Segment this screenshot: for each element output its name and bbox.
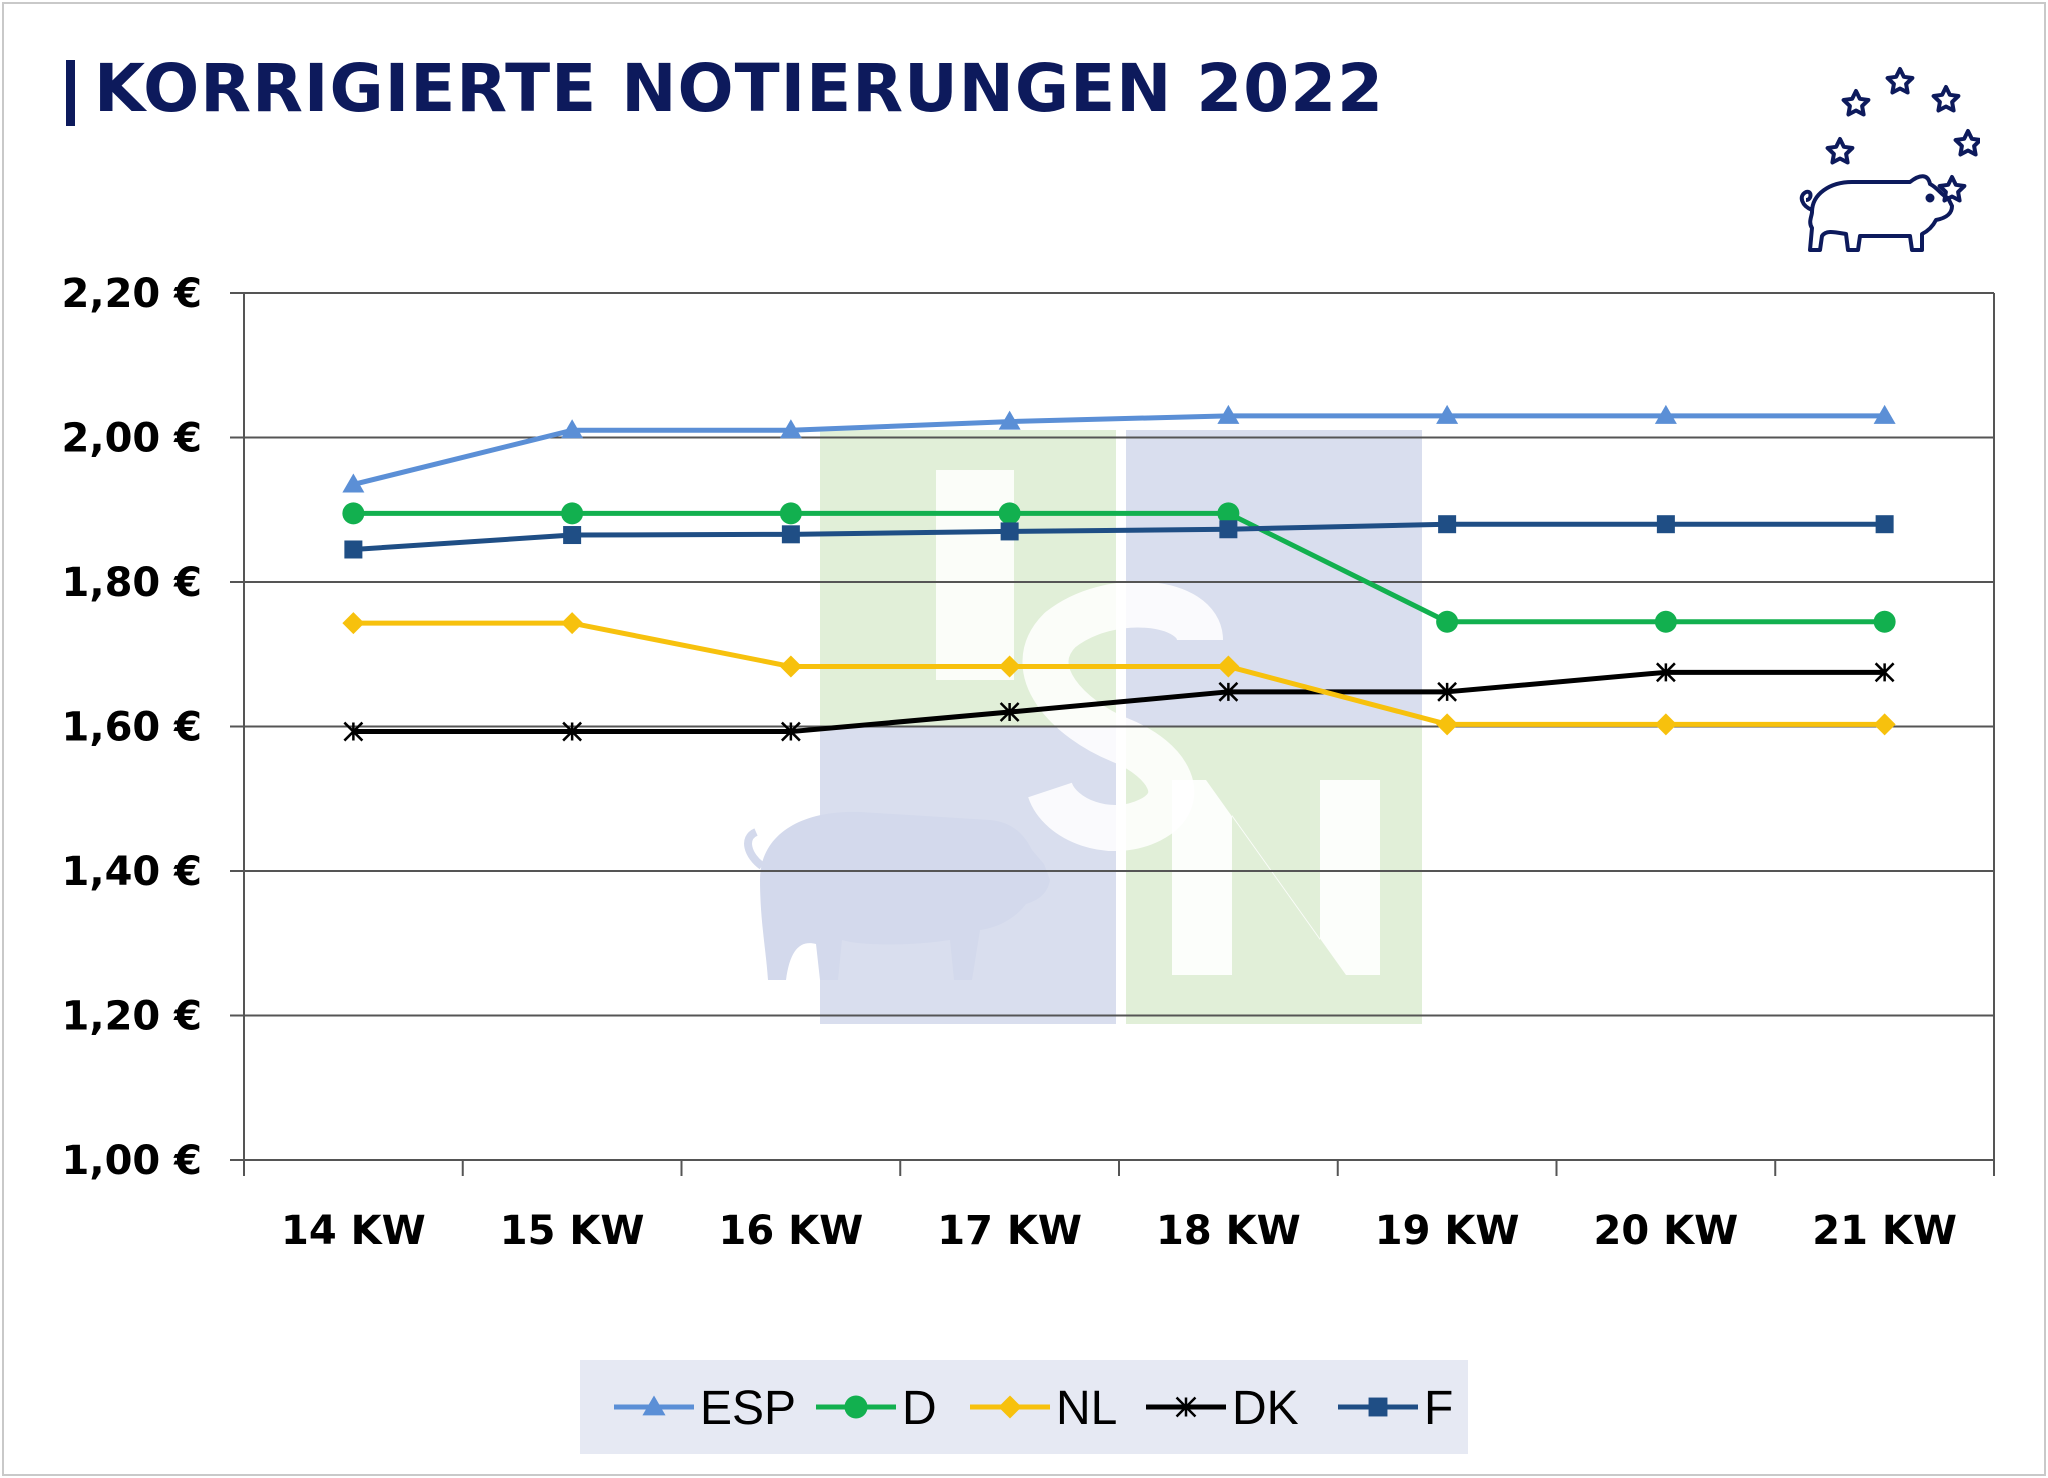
data-point-d xyxy=(1436,610,1459,633)
x-tick-label: 15 KW xyxy=(500,1208,645,1254)
x-tick-label: 18 KW xyxy=(1156,1208,1301,1254)
legend-item-d: D xyxy=(816,1382,937,1435)
data-point-dk xyxy=(1437,681,1458,702)
series-line-d xyxy=(353,510,1885,625)
x-tick-label: 17 KW xyxy=(937,1208,1082,1254)
data-point-d xyxy=(342,502,365,525)
data-point-f xyxy=(781,525,800,544)
star-icon xyxy=(1937,175,1967,203)
pig-with-stars-logo-icon xyxy=(1799,67,1980,252)
data-point-f xyxy=(1219,520,1238,539)
data-point-dk xyxy=(1655,662,1676,683)
data-point-f xyxy=(1875,515,1894,534)
data-point-nl xyxy=(1217,655,1240,678)
y-tick-label: 1,80 € xyxy=(62,560,202,606)
data-point-dk xyxy=(1218,681,1239,702)
y-tick-label: 1,60 € xyxy=(62,705,202,751)
data-point-dk xyxy=(999,702,1020,722)
y-tick-label: 2,00 € xyxy=(62,416,202,462)
data-point-esp xyxy=(1436,404,1459,424)
legend-item-nl: NL xyxy=(970,1382,1117,1435)
data-point-nl xyxy=(561,612,584,635)
legend-marker xyxy=(642,1395,666,1416)
x-tick-label: 14 KW xyxy=(281,1208,426,1254)
x-tick-label: 16 KW xyxy=(719,1208,864,1254)
page-title: KORRIGIERTE NOTIERUNGEN 2022 xyxy=(94,50,1385,127)
chart-legend: ESP D NL DK F xyxy=(580,1360,1468,1454)
data-point-esp xyxy=(342,473,365,493)
data-point-f xyxy=(1656,515,1675,534)
y-tick-label: 2,20 € xyxy=(62,271,202,317)
legend-label: ESP xyxy=(700,1382,796,1435)
star-icon xyxy=(1953,129,1980,157)
data-point-esp xyxy=(779,419,802,439)
data-point-nl xyxy=(779,655,802,678)
data-point-d xyxy=(561,502,584,525)
data-point-esp xyxy=(998,410,1021,430)
y-tick-label: 1,00 € xyxy=(62,1138,202,1184)
data-point-d xyxy=(1873,610,1896,633)
data-point-f xyxy=(563,526,582,545)
data-point-esp xyxy=(561,419,584,439)
legend-label: F xyxy=(1424,1382,1453,1435)
title-accent-bar xyxy=(66,60,75,126)
data-point-nl xyxy=(1436,713,1459,736)
legend-label: D xyxy=(902,1382,937,1435)
data-point-dk xyxy=(562,721,583,742)
legend-label: NL xyxy=(1056,1382,1117,1435)
legend-label: DK xyxy=(1232,1382,1299,1435)
legend-item-f: F xyxy=(1338,1382,1453,1435)
data-point-esp xyxy=(1873,404,1896,424)
data-point-f xyxy=(1000,522,1019,541)
legend-marker xyxy=(1175,1396,1197,1418)
star-icon xyxy=(1825,137,1855,165)
data-point-f xyxy=(344,540,363,559)
series-esp xyxy=(342,404,1896,493)
x-tick-label: 21 KW xyxy=(1812,1208,1957,1254)
legend-marker xyxy=(998,1395,1022,1419)
series-line-esp xyxy=(352,413,1885,487)
series-dk xyxy=(343,662,1895,742)
legend-item-esp: ESP xyxy=(614,1382,796,1435)
legend-item-dk: DK xyxy=(1146,1382,1299,1435)
star-icon xyxy=(1841,89,1871,117)
data-point-d xyxy=(779,502,802,525)
series-line-nl xyxy=(353,620,1885,727)
series-d xyxy=(342,502,1896,633)
data-point-d xyxy=(1217,502,1240,525)
data-point-nl xyxy=(342,612,365,635)
series-nl xyxy=(342,612,1896,736)
data-point-f xyxy=(1438,515,1457,534)
y-tick-label: 1,20 € xyxy=(62,994,202,1040)
data-point-nl xyxy=(1873,713,1896,736)
data-point-dk xyxy=(1874,662,1895,683)
series-f xyxy=(344,515,1894,559)
pig-icon xyxy=(1808,174,1954,252)
x-tick-label: 19 KW xyxy=(1375,1208,1520,1254)
legend-marker xyxy=(844,1395,868,1419)
data-point-d xyxy=(1654,610,1677,633)
star-icon xyxy=(1931,85,1961,113)
data-point-esp xyxy=(1217,404,1240,424)
x-tick-label: 20 KW xyxy=(1594,1208,1739,1254)
series-line-f xyxy=(353,521,1885,552)
series-line-dk xyxy=(353,669,1885,735)
data-point-nl xyxy=(1654,713,1677,736)
y-tick-label: 1,40 € xyxy=(62,849,202,895)
data-point-dk xyxy=(780,721,801,742)
legend-marker xyxy=(1368,1397,1388,1417)
data-point-d xyxy=(998,502,1021,525)
data-point-nl xyxy=(998,655,1021,678)
star-icon xyxy=(1885,67,1915,95)
data-point-esp xyxy=(1654,404,1677,424)
data-point-dk xyxy=(343,721,364,742)
